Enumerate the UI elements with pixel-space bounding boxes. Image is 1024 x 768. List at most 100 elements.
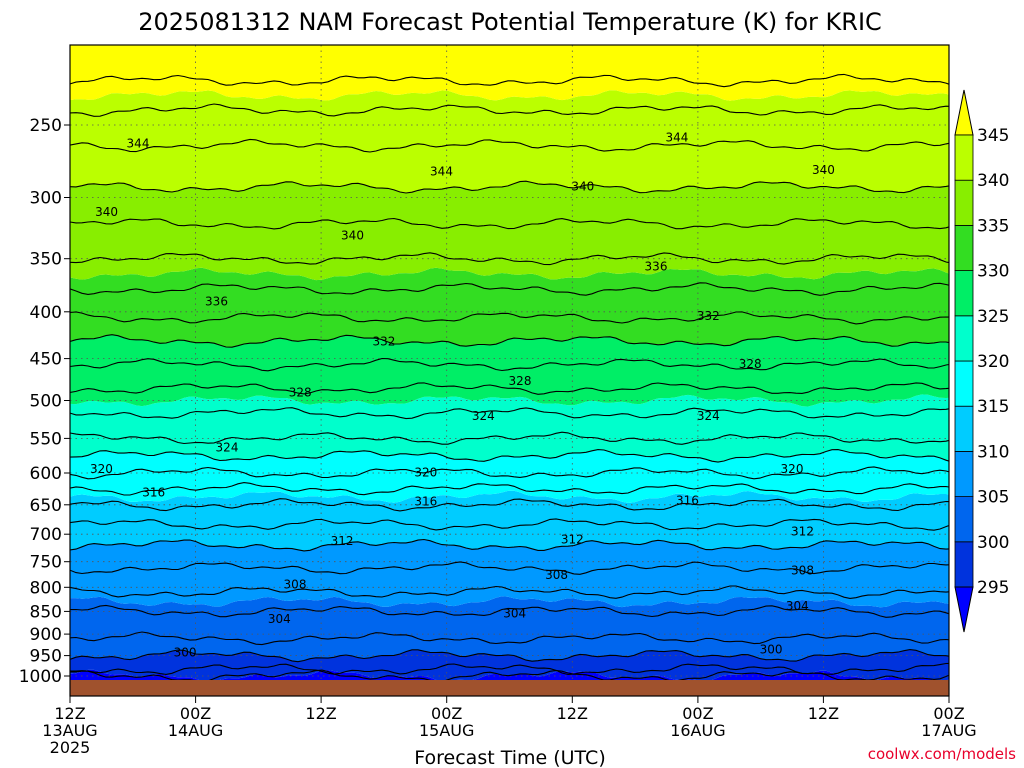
color-band (70, 181, 949, 281)
y-tick-label: 550 (30, 429, 62, 449)
color-band (70, 490, 949, 551)
contour-label: 312 (561, 532, 584, 546)
contour-label: 304 (268, 612, 291, 626)
contour-label: 328 (509, 374, 532, 388)
colorbar-bottom-arrow (954, 586, 974, 633)
credit-text: coolwx.com/models (868, 745, 1016, 763)
color-band (70, 394, 949, 463)
contour-label: 312 (791, 524, 814, 538)
colorbar-label: 325 (977, 307, 1009, 327)
contour-label: 344 (430, 165, 453, 179)
colorbar-swatch (954, 270, 974, 317)
x-tick-label: 12Z (557, 704, 588, 723)
colorbar: 295 300 305 310 315 320 325 330 335 340 345 (954, 89, 1009, 633)
colorbar-label: 300 (977, 533, 1009, 553)
contour-line (70, 561, 949, 575)
contour-label: 324 (216, 441, 239, 455)
contour-label: 336 (205, 295, 228, 309)
y-tick-label: 450 (30, 350, 62, 370)
color-band (70, 596, 949, 662)
y-tick-label: 750 (30, 553, 62, 573)
contour-line (70, 103, 949, 117)
contour-label: 300 (174, 645, 197, 659)
contour-line (70, 252, 949, 266)
colorbar-label: 320 (977, 352, 1009, 372)
x-tick-label: 12Z (305, 704, 336, 723)
color-band (70, 267, 949, 348)
contour-label: 328 (739, 357, 762, 371)
x-tick-label: 00Z (180, 704, 211, 723)
color-band (70, 334, 949, 407)
x-tick-label: 12Z (54, 704, 85, 723)
y-tick-label: 250 (30, 116, 62, 136)
color-band (70, 669, 949, 680)
contour-label: 344 (665, 131, 688, 145)
contour-line (70, 217, 949, 230)
x-tick-label: 17AUG (921, 721, 976, 740)
chart-title: 2025081312 NAM Forecast Potential Temper… (138, 8, 882, 36)
contour-label: 332 (372, 335, 395, 349)
contour-line (70, 538, 949, 552)
colorbar-swatch (954, 496, 974, 543)
color-band (70, 90, 949, 193)
x-tick-label: 00Z (682, 704, 713, 723)
colorbar-label: 330 (977, 262, 1009, 282)
ground-bar (70, 680, 949, 696)
contour-line (70, 282, 949, 296)
contour-label: 320 (90, 462, 113, 476)
y-tick-label: 900 (30, 625, 62, 645)
y-tick-label: 850 (30, 602, 62, 622)
contour-label: 336 (645, 260, 668, 274)
plot-frame (69, 44, 950, 697)
contour-line (70, 585, 949, 599)
x-tick-label: 14AUG (168, 721, 223, 740)
isentrope-contours (70, 73, 949, 680)
y-tick-label: 1000 (19, 667, 62, 687)
y-tick-label: 800 (30, 578, 62, 598)
contour-line (70, 498, 949, 512)
x-tick-label: 2025 (50, 738, 91, 757)
contour-label: 308 (284, 577, 307, 591)
contour-label: 308 (791, 564, 814, 578)
colorbar-swatch (954, 405, 974, 452)
colorbar-swatch (954, 450, 974, 497)
colorbar-swatch (954, 541, 974, 588)
colorbar-label: 315 (977, 397, 1009, 417)
contour-line (70, 311, 949, 325)
color-band (70, 45, 949, 101)
x-axis-label: Forecast Time (UTC) (414, 747, 605, 768)
colorbar-swatch (954, 224, 974, 271)
contour-line (70, 449, 949, 463)
contour-label: 304 (503, 606, 526, 620)
contour-label: 324 (697, 409, 720, 423)
contour-label: 344 (127, 137, 150, 151)
contour-label: 332 (697, 309, 720, 323)
contour-line (70, 466, 949, 480)
contour-label: 324 (472, 409, 495, 423)
colorbar-swatch (954, 179, 974, 226)
contour-line (70, 482, 949, 496)
contour-label: 316 (676, 494, 699, 508)
colorbar-swatch (954, 134, 974, 181)
contour-line (70, 649, 949, 663)
y-tick-label: 650 (30, 496, 62, 516)
contour-label: 340 (571, 180, 594, 194)
y-tick-label: 350 (30, 250, 62, 270)
contour-label: 316 (414, 495, 437, 509)
contour-line (70, 431, 949, 445)
contour-label: 312 (331, 534, 354, 548)
contour-line (70, 357, 949, 372)
contour-line (70, 180, 949, 194)
contour-label: 328 (289, 386, 312, 400)
contour-label: 340 (341, 228, 364, 242)
contour-line (70, 138, 949, 153)
y-tick-label: 950 (30, 647, 62, 667)
contour-label: 340 (95, 205, 118, 219)
contour-line (70, 631, 949, 646)
y-tick-label: 500 (30, 392, 62, 412)
x-tick-label: 00Z (431, 704, 462, 723)
contour-label: 300 (760, 643, 783, 657)
colorbar-swatch (954, 360, 974, 407)
